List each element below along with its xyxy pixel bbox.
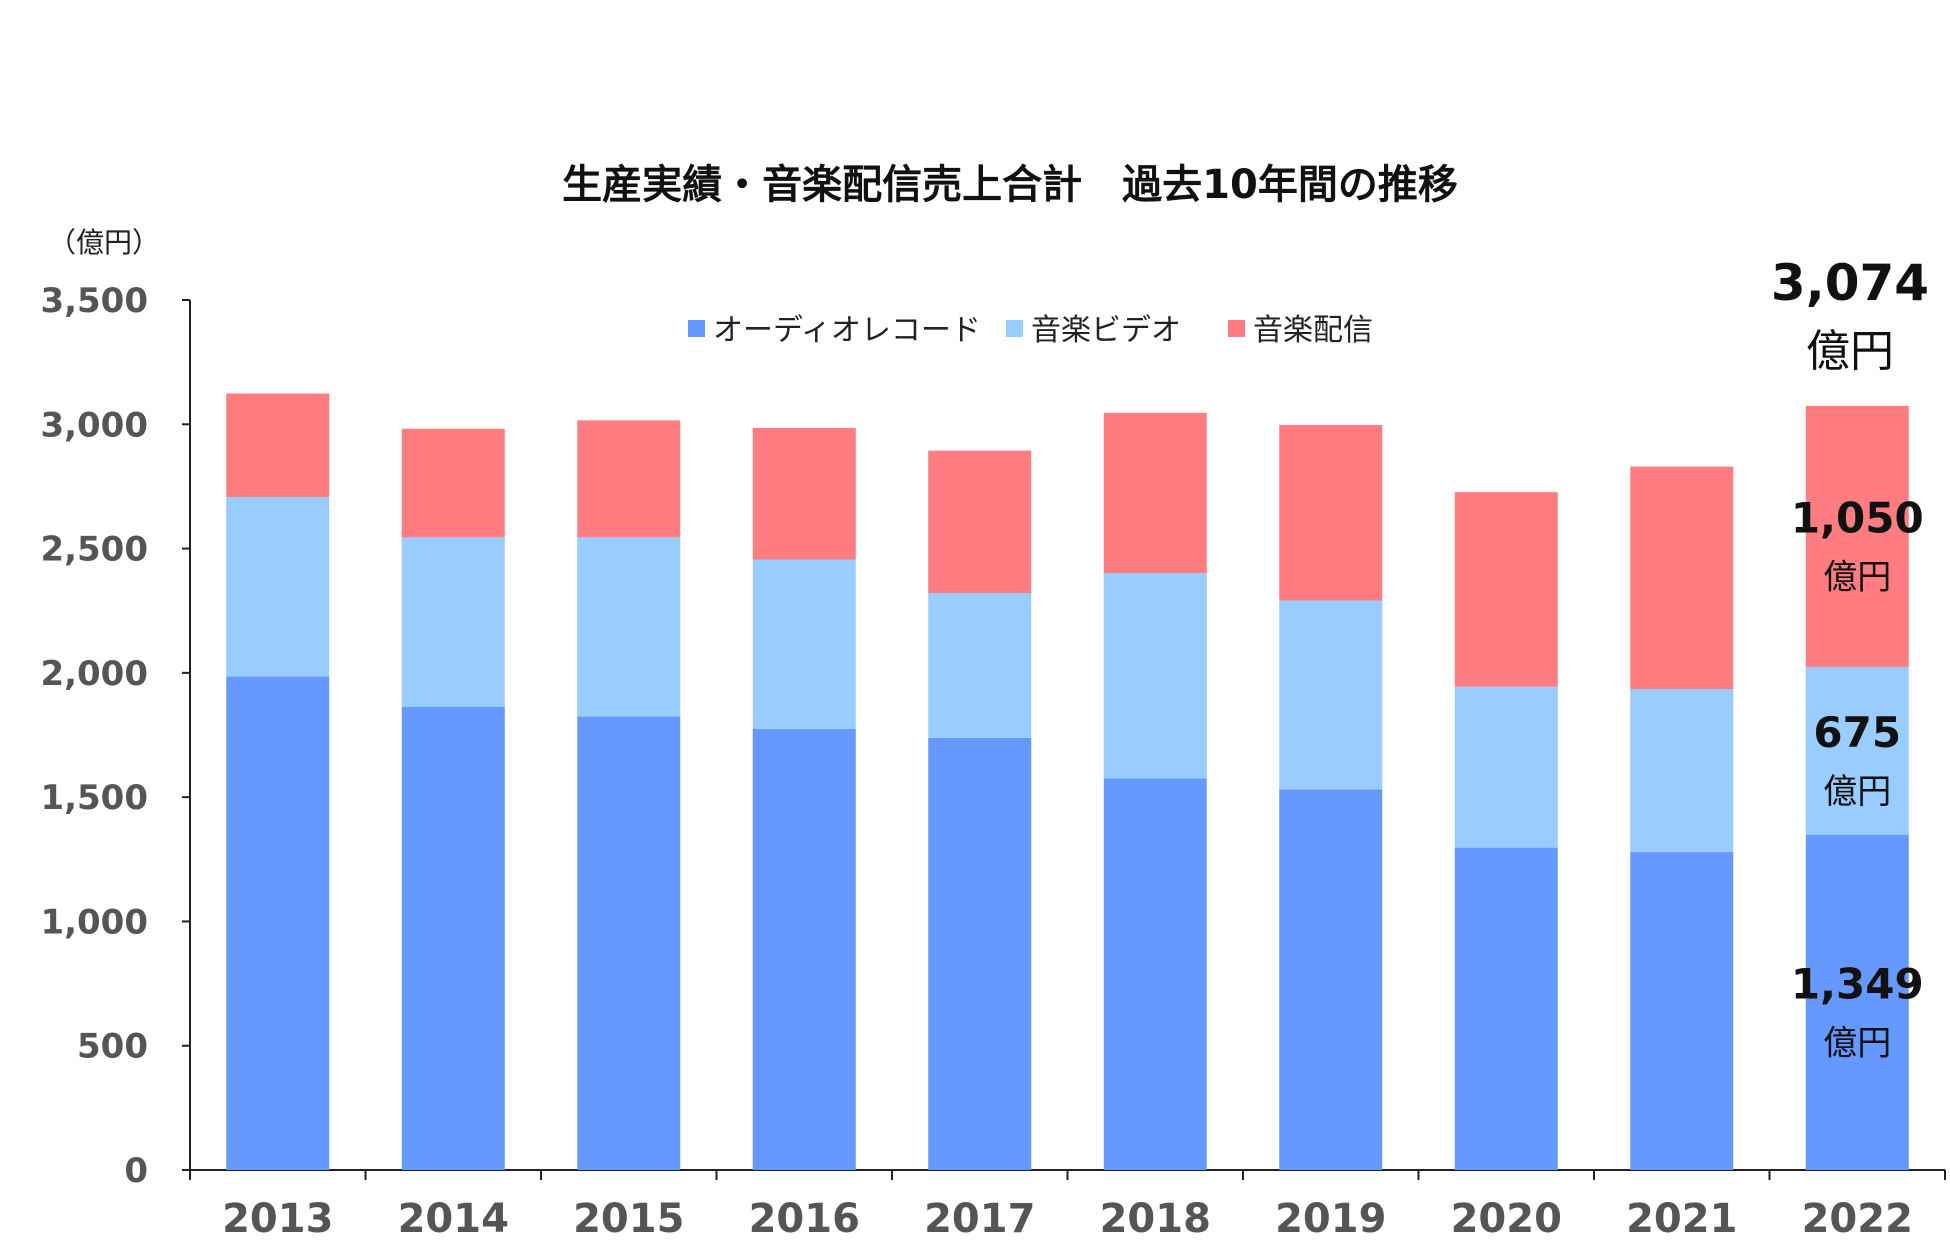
y-tick-label: 500: [77, 1027, 148, 1067]
bar-segment: [577, 420, 681, 538]
legend: オーディオレコード 音楽ビデオ 音楽配信: [688, 313, 1373, 348]
y-tick-label: 3,000: [40, 405, 148, 445]
chart-title: 生産実績・音楽配信売上合計 過去10年間の推移: [562, 162, 1458, 208]
y-tick-label: 2,500: [40, 530, 148, 570]
bar-segment: [577, 537, 681, 717]
bar-segment: [1805, 405, 1909, 667]
bar-segment: [226, 393, 330, 498]
y-unit-label: （億円）: [48, 226, 160, 259]
y-tick-label: 2,000: [40, 654, 148, 694]
bar-segment: [1103, 412, 1207, 574]
bar-segment: [928, 737, 1032, 1170]
bars: [226, 393, 1909, 1170]
legend-label: 音楽配信: [1253, 313, 1373, 348]
callouts: 3,074 億円 1,349 億円 675 億円 1,050 億円: [1771, 254, 1929, 1063]
x-tick-label: 2018: [1100, 1196, 1211, 1242]
bar-segment: [1454, 492, 1558, 687]
x-tick-label: 2014: [398, 1196, 509, 1242]
bar-segment: [226, 497, 330, 677]
bar-segment: [1454, 686, 1558, 848]
bar-segment: [1805, 666, 1909, 835]
x-tick-label: 2017: [924, 1196, 1035, 1242]
segment-callout-value: 1,050: [1791, 493, 1924, 542]
legend-swatch: [1228, 320, 1245, 337]
x-tick-label: 2019: [1275, 1196, 1386, 1242]
y-tick-label: 0: [124, 1151, 148, 1191]
legend-swatch: [1006, 320, 1023, 337]
total-callout-value: 3,074: [1771, 254, 1929, 312]
bar-segment: [1805, 834, 1909, 1170]
bar-segment: [401, 428, 505, 538]
y-tick-label: 1,500: [40, 778, 148, 818]
bar-segment: [1279, 425, 1383, 601]
x-tick-label: 2020: [1451, 1196, 1562, 1242]
bar-segment: [1103, 573, 1207, 779]
bar-segment: [928, 450, 1032, 594]
bar-segment: [577, 716, 681, 1170]
x-tick-label: 2022: [1802, 1196, 1913, 1242]
segment-callout-value: 1,349: [1791, 959, 1924, 1008]
y-tick-label: 3,500: [40, 281, 148, 321]
x-tick-label: 2015: [573, 1196, 684, 1242]
x-tick-label: 2021: [1626, 1196, 1737, 1242]
bar-segment: [1103, 778, 1207, 1170]
bar-segment: [752, 728, 856, 1170]
bar-segment: [1630, 852, 1734, 1170]
x-tick-label: 2013: [222, 1196, 333, 1242]
axes: 0 500 1,000 1,500 2,000 2,500 3,000 3,500 2013 20…: [40, 281, 1946, 1242]
legend-label: オーディオレコード: [713, 313, 981, 348]
bar-segment: [752, 428, 856, 560]
total-callout-unit: 億円: [1806, 326, 1894, 377]
bar-segment: [1454, 847, 1558, 1170]
bar-segment: [752, 559, 856, 729]
bar-segment: [226, 676, 330, 1170]
segment-callout-unit: 億円: [1823, 1023, 1891, 1063]
bar-segment: [928, 593, 1032, 738]
segment-callout-unit: 億円: [1823, 557, 1891, 597]
legend-swatch: [688, 320, 705, 337]
bar-segment: [1279, 600, 1383, 790]
bar-segment: [401, 706, 505, 1170]
bar-segment: [1630, 689, 1734, 853]
bar-segment: [1279, 789, 1383, 1170]
segment-callout-value: 675: [1813, 708, 1901, 757]
segment-callout-unit: 億円: [1823, 772, 1891, 812]
y-tick-label: 1,000: [40, 902, 148, 942]
x-tick-label: 2016: [749, 1196, 860, 1242]
bar-segment: [1630, 466, 1734, 690]
bar-segment: [401, 537, 505, 707]
legend-label: 音楽ビデオ: [1031, 313, 1181, 348]
